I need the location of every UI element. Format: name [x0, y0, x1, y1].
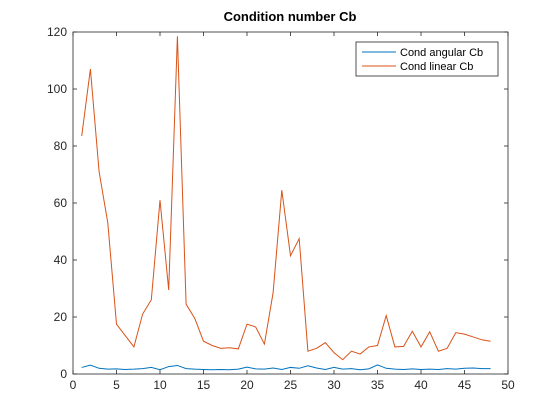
chart-title: Condition number Cb: [224, 9, 357, 24]
series-layer: [81, 36, 491, 371]
axes-layer: 0 5 10 15 20 25 30 35 40 45 50 0 20 40 60 80 100 120: [47, 25, 515, 392]
y-tick-label: 20: [54, 310, 68, 324]
y-tick-label: 80: [54, 139, 68, 153]
x-tick-label: 10: [153, 378, 167, 392]
legend-box: [355, 41, 499, 77]
x-tick-label: 0: [70, 378, 77, 392]
series-line-0: [81, 364, 491, 371]
y-tick-label: 100: [47, 82, 67, 96]
x-tick-label: 25: [284, 378, 298, 392]
y-tick-label: 0: [60, 367, 67, 381]
plot-area: [73, 32, 508, 374]
x-tick-label: 5: [113, 378, 120, 392]
legend-label-0: Cond angular Cb: [400, 47, 483, 59]
x-tick-label: 20: [240, 378, 254, 392]
series-line-1: [81, 36, 491, 361]
x-tick-label: 45: [458, 378, 472, 392]
x-tick-label: 50: [501, 378, 515, 392]
y-tick-label: 40: [54, 253, 68, 267]
legend: Cond angular Cb Cond linear Cb: [355, 41, 499, 77]
x-tick-label: 35: [371, 378, 385, 392]
x-tick-label: 40: [414, 378, 428, 392]
x-tick-label: 15: [197, 378, 211, 392]
x-tick-label: 30: [327, 378, 341, 392]
y-tick-label: 120: [47, 25, 67, 39]
legend-label-1: Cond linear Cb: [400, 61, 473, 73]
y-tick-label: 60: [54, 196, 68, 210]
